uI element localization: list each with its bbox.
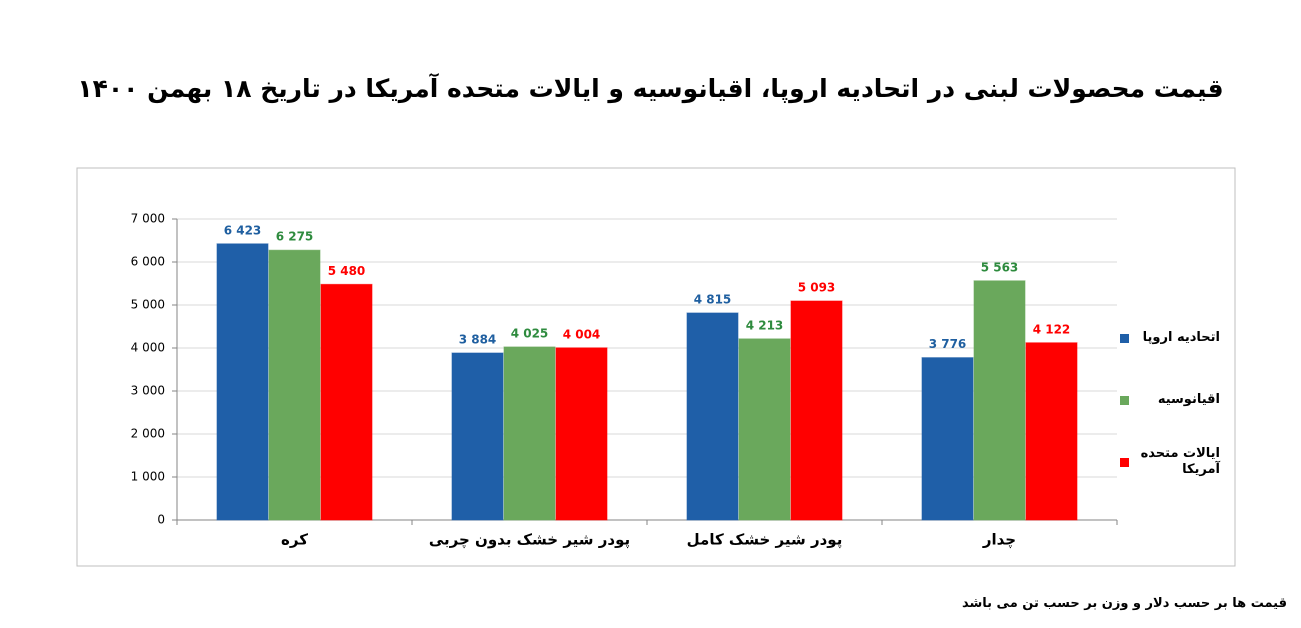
legend-item: اقیانوسیه	[1120, 384, 1220, 416]
x-tick-label: کره	[281, 531, 308, 549]
data-label: 3 884	[459, 332, 497, 346]
legend-label: اقیانوسیه	[1157, 392, 1220, 407]
bar	[973, 280, 1026, 521]
bar	[1025, 342, 1078, 521]
bar	[555, 347, 608, 521]
y-tick-label: 4 000	[131, 341, 165, 355]
legend-swatch	[1120, 395, 1129, 405]
data-label: 5 093	[798, 281, 836, 295]
bar	[738, 338, 791, 521]
data-label: 3 776	[929, 337, 967, 351]
bar	[503, 346, 556, 521]
x-tick-label: پودر شیر خشک کامل	[687, 531, 843, 550]
data-label: 4 122	[1033, 322, 1071, 336]
bar	[790, 300, 843, 521]
data-label: 4 025	[511, 326, 549, 340]
x-tick-label: پودر شیر خشک بدون چربی	[429, 531, 630, 550]
x-tick-label: چدار	[982, 531, 1016, 550]
bar	[451, 352, 504, 521]
y-tick-label: 1 000	[131, 470, 165, 484]
bar	[268, 249, 321, 521]
y-tick-label: 3 000	[131, 384, 165, 398]
legend-swatch	[1120, 457, 1129, 467]
legend-label: اتحادیه اروپا	[1142, 330, 1220, 345]
data-label: 6 275	[276, 230, 314, 244]
y-tick-label: 5 000	[131, 298, 165, 312]
chart-title: قیمت محصولات لبنی در اتحادیه اروپا، اقیا…	[77, 74, 1224, 103]
bar	[216, 243, 269, 521]
legend-item: ایالات متحده آمریکا	[1120, 446, 1220, 478]
legend-label: ایالات متحده آمریکا	[1140, 446, 1220, 477]
y-tick-label: 0	[157, 513, 165, 527]
data-label: 4 213	[746, 318, 784, 332]
data-label: 4 004	[563, 327, 601, 341]
data-label: 5 480	[328, 264, 366, 278]
bar	[320, 283, 373, 521]
chart-frame	[76, 167, 1236, 567]
y-tick-label: 6 000	[131, 255, 165, 269]
legend-swatch	[1120, 333, 1129, 343]
y-tick-label: 7 000	[131, 212, 165, 226]
data-label: 4 815	[694, 292, 732, 306]
legend-item: اتحادیه اروپا	[1120, 322, 1220, 354]
data-label: 6 423	[224, 223, 262, 237]
data-label: 5 563	[981, 260, 1019, 274]
footnote: قیمت ها بر حسب دلار و وزن بر حسب تن می ب…	[961, 596, 1287, 611]
bar	[921, 357, 974, 521]
bar	[686, 312, 739, 521]
y-tick-label: 2 000	[131, 427, 165, 441]
